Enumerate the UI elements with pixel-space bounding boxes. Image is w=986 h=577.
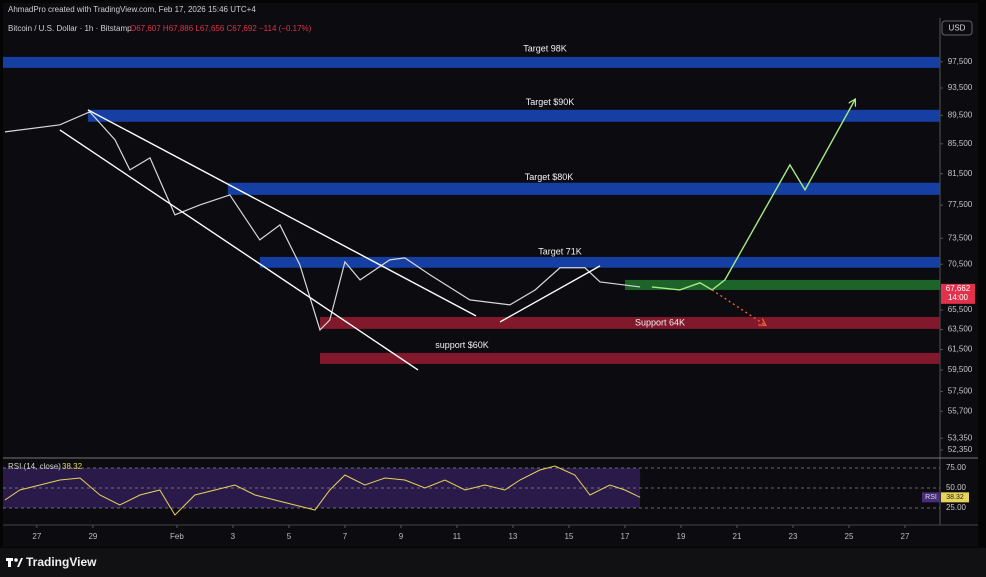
x-tick-label: 27 <box>32 532 41 541</box>
y-tick-label: 61,500 <box>948 345 973 354</box>
zone <box>87 109 940 122</box>
y-tick-label: 81,500 <box>948 169 973 178</box>
brand: TradingView <box>26 555 97 569</box>
rsi-tick-label: 25.00 <box>946 503 967 512</box>
drawing-line <box>499 265 601 323</box>
zone <box>320 316 940 329</box>
price-line <box>4 111 641 332</box>
y-tick-label: 97,500 <box>948 57 973 66</box>
x-tick-label: 15 <box>564 532 573 541</box>
x-tick-label: 25 <box>845 532 854 541</box>
y-tick-label: 93,500 <box>948 83 973 92</box>
zone-label: Support 64K <box>635 317 685 327</box>
rsi-tag-name-bg <box>922 492 940 503</box>
rsi-title: RSI (14, close) <box>8 462 61 471</box>
x-tick-label: 7 <box>343 532 348 541</box>
x-tick-label: 9 <box>399 532 404 541</box>
author-line: AhmadPro created with TradingView.com, F… <box>8 5 256 14</box>
y-tick-label: 52,350 <box>948 445 973 454</box>
ohlc: O67,607 H67,886 L67,656 C67,692 −114 (−0… <box>130 24 312 33</box>
symbol: Bitcoin / U.S. Dollar · 1h · Bitstamp <box>8 24 132 33</box>
zone-label: Target 98K <box>523 44 567 54</box>
y-tick-label: 57,500 <box>948 387 973 396</box>
drawing-line <box>59 129 419 371</box>
footer-bar <box>0 548 986 577</box>
x-tick-label: 5 <box>287 532 292 541</box>
x-tick-label: 27 <box>901 532 910 541</box>
y-tick-label: 70,500 <box>948 259 973 268</box>
y-tick-label: 63,500 <box>948 325 973 334</box>
y-tick-label: 89,500 <box>948 110 973 119</box>
zone <box>227 182 941 195</box>
y-tick-label: 65,500 <box>948 305 973 314</box>
rsi-tick-label: 50.00 <box>946 483 967 492</box>
zone <box>3 56 940 68</box>
y-tick-label: 77,500 <box>948 200 973 209</box>
x-tick-label: 11 <box>453 532 462 541</box>
price-tag <box>941 283 975 304</box>
x-tick-label: 17 <box>621 532 630 541</box>
currency-button[interactable] <box>941 20 973 36</box>
chart-background <box>3 3 978 547</box>
rsi-tick-label: 75.00 <box>946 463 967 472</box>
x-tick-label: 23 <box>789 532 798 541</box>
drawing-line <box>651 100 855 291</box>
price-tag-time: 14:00 <box>948 293 969 302</box>
zone-label: Target $90K <box>526 97 575 107</box>
logo <box>6 558 23 567</box>
x-tick-label: 3 <box>231 532 236 541</box>
rsi-line <box>4 465 641 516</box>
zone-label: support $60K <box>435 340 489 350</box>
y-tick-label: 73,500 <box>948 233 973 242</box>
y-tick-label: 55,700 <box>948 406 973 415</box>
x-tick-label: 13 <box>508 532 517 541</box>
rsi-tag-name: RSI <box>925 494 937 501</box>
x-tick-label: 19 <box>677 532 686 541</box>
drawing-line <box>711 289 765 325</box>
drawing-line <box>87 109 477 317</box>
zone <box>624 279 940 290</box>
y-tick-label: 59,500 <box>948 365 973 374</box>
price-tag-label: 67,662 <box>946 284 971 293</box>
zone <box>320 352 940 364</box>
zone <box>259 256 941 268</box>
x-tick-label: 21 <box>733 532 742 541</box>
rsi-value: 38.32 <box>62 462 83 471</box>
y-tick-label: 85,500 <box>948 139 973 148</box>
rsi-tag-label: 38.32 <box>946 494 964 501</box>
rsi-tag <box>941 492 969 503</box>
zone-label: Target $80K <box>525 172 574 182</box>
x-tick-label: Feb <box>170 532 184 541</box>
zone-label: Target 71K <box>538 247 582 257</box>
x-tick-label: 29 <box>88 532 97 541</box>
currency[interactable]: USD <box>949 24 966 33</box>
y-tick-label: 53,350 <box>948 433 973 442</box>
